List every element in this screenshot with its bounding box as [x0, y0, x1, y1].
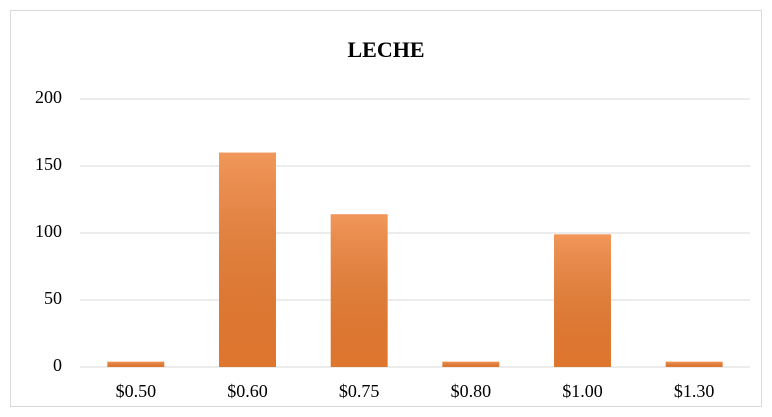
bar-shade [107, 361, 165, 367]
x-tick-label: $1.00 [562, 381, 603, 401]
bar-shade [330, 214, 388, 367]
bar-shade [554, 234, 611, 367]
y-tick-label: 0 [53, 355, 62, 375]
x-tick-label: $0.75 [339, 381, 380, 401]
x-tick-label: $0.80 [451, 381, 492, 401]
y-tick-label: 200 [35, 87, 62, 107]
chart-title: LECHE [347, 37, 424, 62]
bar-shade [442, 361, 500, 367]
bar-shade [665, 361, 723, 367]
y-tick-label: 150 [35, 154, 62, 174]
x-tick-label: $0.60 [227, 381, 268, 401]
bar-shade [219, 152, 276, 367]
x-tick-label: $1.30 [674, 381, 715, 401]
y-tick-label: 50 [44, 288, 62, 308]
y-tick-label: 100 [35, 221, 62, 241]
x-tick-label: $0.50 [116, 381, 157, 401]
